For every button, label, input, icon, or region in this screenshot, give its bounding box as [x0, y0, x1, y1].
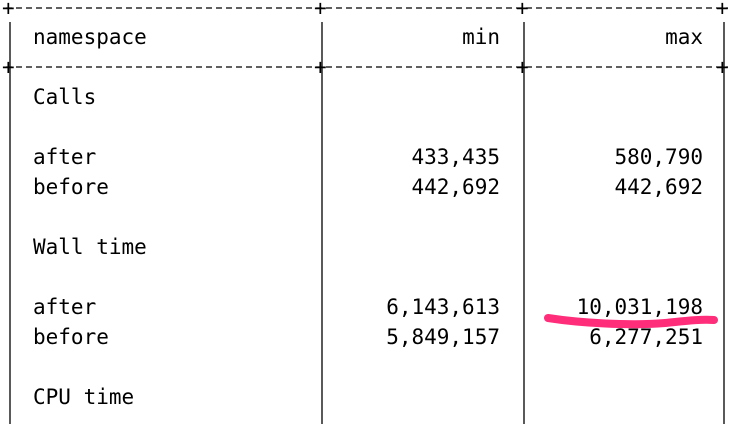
border-plus: +	[314, 0, 327, 20]
section-title: Calls	[33, 85, 96, 109]
header-max: max	[665, 25, 703, 49]
border-plus: +	[716, 0, 729, 20]
section-cpu-time: CPU time	[33, 385, 134, 409]
cell-max: 10,031,198	[577, 295, 703, 319]
row-label: after	[33, 295, 96, 319]
header-row: namespace min max	[33, 25, 703, 49]
cell-min: 433,435	[411, 145, 500, 169]
cell-max: 6,277,251	[589, 325, 703, 349]
section-calls: Calls after 433,435 580,790 before 442,6…	[33, 85, 703, 199]
cell-min: 6,143,613	[386, 295, 500, 319]
border-plus: +	[716, 55, 729, 79]
cell-max: 442,692	[614, 175, 703, 199]
border-plus: +	[516, 0, 529, 20]
cell-min: 442,692	[411, 175, 500, 199]
section-title: Wall time	[33, 235, 147, 259]
border-plus: +	[2, 55, 15, 79]
section-wall-time: Wall time after 6,143,613 10,031,198 bef…	[33, 235, 703, 349]
header-namespace: namespace	[33, 25, 147, 49]
section-title: CPU time	[33, 385, 134, 409]
cell-min: 5,849,157	[386, 325, 500, 349]
border-plus: +	[516, 55, 529, 79]
header-min: min	[462, 25, 500, 49]
border-plus: +	[2, 0, 15, 20]
row-label: before	[33, 325, 109, 349]
border-plus: +	[314, 55, 327, 79]
row-label: after	[33, 145, 96, 169]
cell-max: 580,790	[614, 145, 703, 169]
row-label: before	[33, 175, 109, 199]
